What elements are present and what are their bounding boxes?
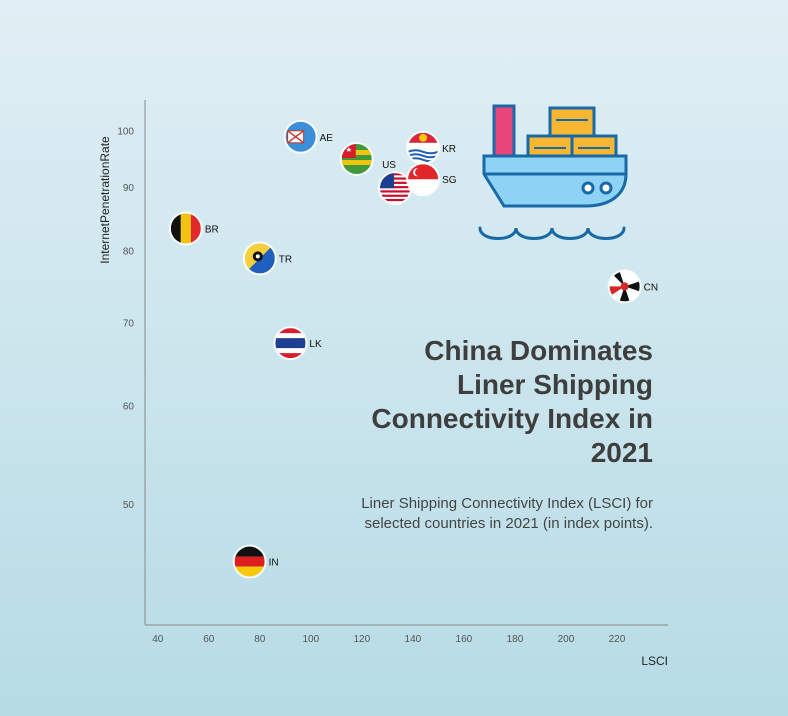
x-tick-label: 100 (302, 634, 319, 645)
chart-subtitle: Liner Shipping Connectivity Index (LSCI)… (361, 495, 653, 532)
x-tick-label: 200 (558, 634, 575, 645)
data-point-label: CN (644, 282, 658, 293)
y-tick-label: 80 (123, 247, 135, 258)
data-point-label: SG (442, 175, 457, 186)
data-point-marker (283, 119, 318, 154)
data-point-label: LK (309, 339, 322, 350)
data-point-label: TR (279, 254, 292, 265)
data-point-marker (406, 130, 441, 165)
data-point-marker (339, 142, 374, 177)
data-point-marker (378, 171, 413, 206)
data-point-marker (607, 269, 642, 304)
y-tick-label: 60 (123, 402, 135, 413)
title-block: China Dominates Liner Shipping Connectiv… (353, 334, 653, 534)
x-axis-title: LSCI (641, 654, 668, 668)
data-points: AE KR US SG BR TR CN LK IN (168, 119, 658, 579)
x-tick-label: 180 (507, 634, 524, 645)
data-point-marker (273, 326, 308, 361)
data-point-label: IN (269, 558, 279, 569)
y-tick-labels: 50 60 70 80 90 100 (117, 126, 134, 510)
cargo-ship-icon (478, 104, 628, 240)
x-tick-label: 220 (609, 634, 626, 645)
y-axis-title: InternetPenetrationRate (98, 136, 112, 264)
x-tick-label: 120 (354, 634, 371, 645)
y-tick-label: 90 (123, 183, 135, 194)
data-point-marker (168, 211, 203, 246)
x-tick-label: 160 (456, 634, 473, 645)
x-tick-label: 40 (152, 634, 164, 645)
data-point-label: BR (205, 225, 219, 236)
x-tick-label: 140 (405, 634, 422, 645)
data-point-label: AE (320, 133, 334, 144)
data-point-label: US (382, 160, 396, 171)
data-point-marker (242, 241, 277, 276)
x-tick-labels: 40 60 80 100 120 140 160 180 200 220 (152, 634, 626, 645)
x-tick-label: 60 (203, 634, 215, 645)
y-tick-label: 70 (123, 319, 135, 330)
chart-title: China Dominates Liner Shipping Connectiv… (371, 335, 653, 468)
data-point-marker (232, 544, 267, 579)
x-tick-label: 80 (254, 634, 266, 645)
data-point-label: KR (442, 144, 456, 155)
data-point-marker (406, 162, 441, 197)
y-tick-label: 100 (117, 126, 134, 137)
y-tick-label: 50 (123, 500, 135, 511)
